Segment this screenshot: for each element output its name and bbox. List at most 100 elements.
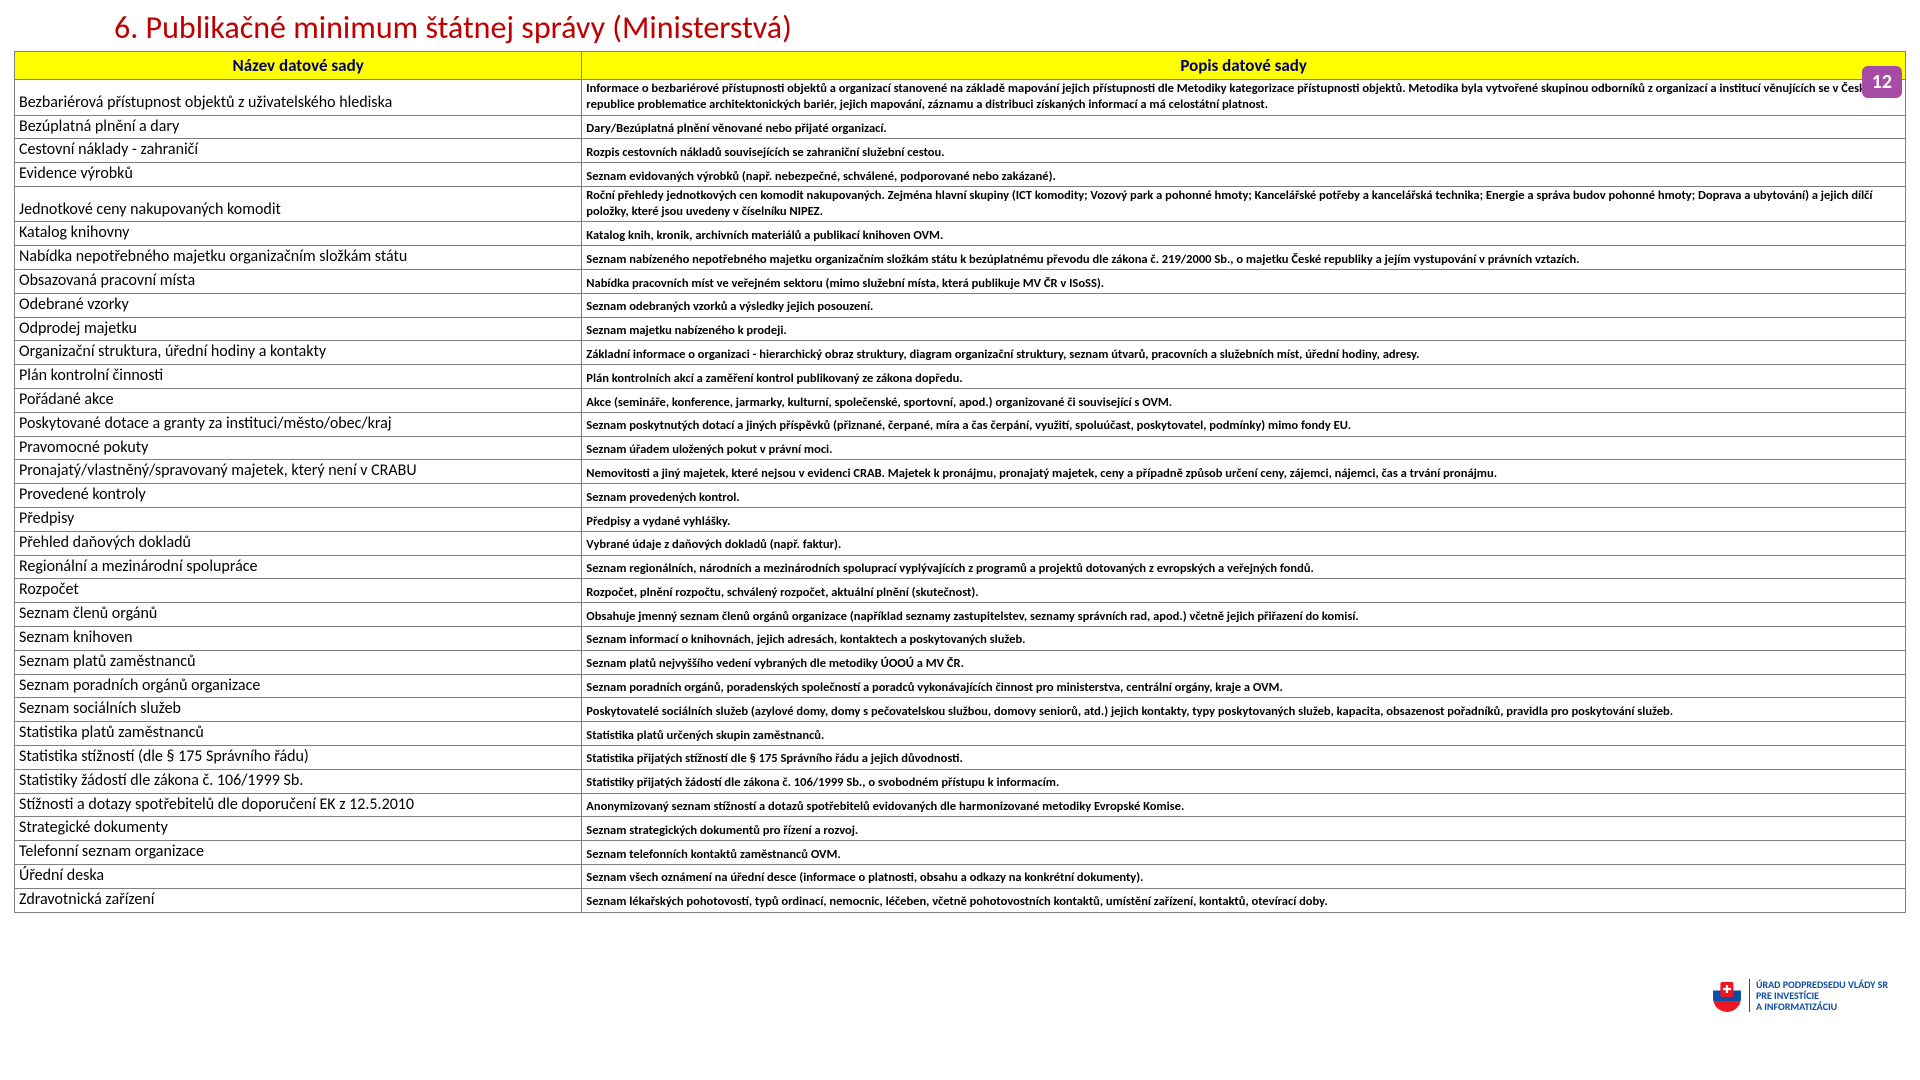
table-row: Seznam platů zaměstnancůSeznam platů nej… <box>15 650 1906 674</box>
cell-desc: Seznam strategických dokumentů pro řízen… <box>582 817 1906 841</box>
cell-desc: Seznam poskytnutých dotací a jiných přís… <box>582 412 1906 436</box>
cell-desc: Informace o bezbariérové přístupnosti ob… <box>582 80 1906 116</box>
cell-name: Obsazovaná pracovní místa <box>15 269 582 293</box>
cell-desc: Akce (semináře, konference, jarmarky, ku… <box>582 388 1906 412</box>
cell-name: Katalog knihovny <box>15 222 582 246</box>
cell-desc: Seznam majetku nabízeného k prodeji. <box>582 317 1906 341</box>
table-row: Obsazovaná pracovní místaNabídka pracovn… <box>15 269 1906 293</box>
table-row: Přehled daňových dokladůVybrané údaje z … <box>15 531 1906 555</box>
cell-name: Seznam sociálních služeb <box>15 698 582 722</box>
cell-desc: Seznam informací o knihovnách, jejich ad… <box>582 626 1906 650</box>
coat-of-arms-icon <box>1713 980 1741 1012</box>
table-row: Nabídka nepotřebného majetku organizační… <box>15 246 1906 270</box>
cell-name: Pronajatý/vlastněný/spravovaný majetek, … <box>15 460 582 484</box>
slide-title: 6. Publikačné minimum štátnej správy (Mi… <box>114 8 1906 47</box>
table-row: Telefonní seznam organizaceSeznam telefo… <box>15 841 1906 865</box>
table-row: Bezbariérová přístupnost objektů z uživa… <box>15 80 1906 116</box>
cell-desc: Seznam všech oznámení na úřední desce (i… <box>582 864 1906 888</box>
cell-name: Evidence výrobků <box>15 163 582 187</box>
table-row: Seznam členů orgánůObsahuje jmenný sezna… <box>15 603 1906 627</box>
cell-name: Poskytované dotace a granty za instituci… <box>15 412 582 436</box>
cell-name: Statistika stížností (dle § 175 Správníh… <box>15 745 582 769</box>
cell-desc: Seznam regionálních, národních a mezinár… <box>582 555 1906 579</box>
cell-desc: Rozpočet, plnění rozpočtu, schválený roz… <box>582 579 1906 603</box>
cell-name: Odprodej majetku <box>15 317 582 341</box>
cell-name: Stížnosti a dotazy spotřebitelů dle dopo… <box>15 793 582 817</box>
cell-name: Seznam členů orgánů <box>15 603 582 627</box>
table-row: Seznam knihovenSeznam informací o knihov… <box>15 626 1906 650</box>
cell-desc: Seznam provedených kontrol. <box>582 484 1906 508</box>
cell-desc: Roční přehledy jednotkových cen komodit … <box>582 186 1906 222</box>
cell-name: Cestovní náklady - zahraničí <box>15 139 582 163</box>
table-row: Bezúplatná plnění a daryDary/Bezúplatná … <box>15 115 1906 139</box>
logo-line3: A INFORMATIZÁCIU <box>1756 1001 1888 1012</box>
cell-desc: Seznam lékařských pohotovostí, typů ordi… <box>582 888 1906 912</box>
table-row: PředpisyPředpisy a vydané vyhlášky. <box>15 507 1906 531</box>
cell-name: Statistika platů zaměstnanců <box>15 722 582 746</box>
cell-name: Provedené kontroly <box>15 484 582 508</box>
cell-desc: Nemovitosti a jiný majetek, které nejsou… <box>582 460 1906 484</box>
cell-name: Seznam knihoven <box>15 626 582 650</box>
table-row: Organizační struktura, úřední hodiny a k… <box>15 341 1906 365</box>
logo-text: ÚRAD PODPREDSEDU VLÁDY SR PRE INVESTÍCIE… <box>1749 979 1888 1012</box>
cell-name: Předpisy <box>15 507 582 531</box>
cell-name: Plán kontrolní činnosti <box>15 365 582 389</box>
cell-name: Seznam platů zaměstnanců <box>15 650 582 674</box>
cell-name: Strategické dokumenty <box>15 817 582 841</box>
cell-name: Bezúplatná plnění a dary <box>15 115 582 139</box>
cell-name: Statistiky žádostí dle zákona č. 106/199… <box>15 769 582 793</box>
cell-desc: Seznam nabízeného nepotřebného majetku o… <box>582 246 1906 270</box>
cell-name: Přehled daňových dokladů <box>15 531 582 555</box>
cell-desc: Poskytovatelé sociálních služeb (azylové… <box>582 698 1906 722</box>
cell-desc: Dary/Bezúplatná plnění věnované nebo při… <box>582 115 1906 139</box>
col-header-name: Název datové sady <box>15 52 582 80</box>
cell-desc: Statistika přijatých stížností dle § 175… <box>582 745 1906 769</box>
table-header-row: Název datové sady Popis datové sady <box>15 52 1906 80</box>
table-row: Odebrané vzorkySeznam odebraných vzorků … <box>15 293 1906 317</box>
cell-desc: Rozpis cestovních nákladů souvisejících … <box>582 139 1906 163</box>
cell-desc: Statistika platů určených skupin zaměstn… <box>582 722 1906 746</box>
cell-desc: Seznam úřadem uložených pokut v právní m… <box>582 436 1906 460</box>
cell-desc: Statistiky přijatých žádostí dle zákona … <box>582 769 1906 793</box>
cell-desc: Seznam evidovaných výrobků (např. nebezp… <box>582 163 1906 187</box>
table-row: Seznam sociálních služebPoskytovatelé so… <box>15 698 1906 722</box>
page-number-badge: 12 <box>1862 66 1902 98</box>
table-row: Zdravotnická zařízeníSeznam lékařských p… <box>15 888 1906 912</box>
cell-desc: Obsahuje jmenný seznam členů orgánů orga… <box>582 603 1906 627</box>
table-row: Jednotkové ceny nakupovaných komoditRočn… <box>15 186 1906 222</box>
table-row: Plán kontrolní činnostiPlán kontrolních … <box>15 365 1906 389</box>
cell-name: Úřední deska <box>15 864 582 888</box>
cell-name: Pravomocné pokuty <box>15 436 582 460</box>
cell-desc: Předpisy a vydané vyhlášky. <box>582 507 1906 531</box>
table-row: Statistika stížností (dle § 175 Správníh… <box>15 745 1906 769</box>
cell-name: Bezbariérová přístupnost objektů z uživa… <box>15 80 582 116</box>
table-row: Evidence výrobkůSeznam evidovaných výrob… <box>15 163 1906 187</box>
cell-name: Rozpočet <box>15 579 582 603</box>
table-row: Stížnosti a dotazy spotřebitelů dle dopo… <box>15 793 1906 817</box>
col-header-desc: Popis datové sady <box>582 52 1906 80</box>
cell-name: Odebrané vzorky <box>15 293 582 317</box>
table-row: Strategické dokumentySeznam strategickýc… <box>15 817 1906 841</box>
table-row: Statistiky žádostí dle zákona č. 106/199… <box>15 769 1906 793</box>
cell-desc: Nabídka pracovních míst ve veřejném sekt… <box>582 269 1906 293</box>
cell-name: Organizační struktura, úřední hodiny a k… <box>15 341 582 365</box>
footer-logo: ÚRAD PODPREDSEDU VLÁDY SR PRE INVESTÍCIE… <box>1713 979 1888 1012</box>
table-row: RozpočetRozpočet, plnění rozpočtu, schvá… <box>15 579 1906 603</box>
cell-desc: Seznam telefonních kontaktů zaměstnanců … <box>582 841 1906 865</box>
cell-name: Telefonní seznam organizace <box>15 841 582 865</box>
cell-name: Pořádané akce <box>15 388 582 412</box>
cell-name: Zdravotnická zařízení <box>15 888 582 912</box>
table-row: Poskytované dotace a granty za instituci… <box>15 412 1906 436</box>
table-row: Regionální a mezinárodní spolupráceSezna… <box>15 555 1906 579</box>
cell-desc: Základní informace o organizaci - hierar… <box>582 341 1906 365</box>
cell-desc: Vybrané údaje z daňových dokladů (např. … <box>582 531 1906 555</box>
cell-desc: Seznam platů nejvyššího vedení vybraných… <box>582 650 1906 674</box>
table-row: Cestovní náklady - zahraničíRozpis cesto… <box>15 139 1906 163</box>
cell-desc: Seznam poradních orgánů, poradenských sp… <box>582 674 1906 698</box>
cell-name: Jednotkové ceny nakupovaných komodit <box>15 186 582 222</box>
cell-desc: Katalog knih, kronik, archivních materiá… <box>582 222 1906 246</box>
cell-desc: Plán kontrolních akcí a zaměření kontrol… <box>582 365 1906 389</box>
table-row: Úřední deskaSeznam všech oznámení na úře… <box>15 864 1906 888</box>
table-row: Katalog knihovnyKatalog knih, kronik, ar… <box>15 222 1906 246</box>
table-row: Odprodej majetkuSeznam majetku nabízenéh… <box>15 317 1906 341</box>
